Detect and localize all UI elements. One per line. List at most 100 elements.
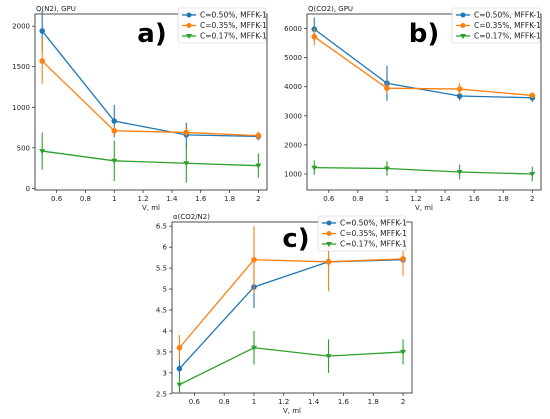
plot-frame bbox=[306, 13, 542, 191]
y-tick-label: 5 bbox=[163, 286, 167, 294]
y-tick-label: 1000 bbox=[284, 171, 302, 179]
x-tick-label: 1.8 bbox=[224, 195, 235, 203]
x-tick-label: 1.6 bbox=[338, 398, 350, 406]
data-point bbox=[39, 58, 46, 64]
x-tick-label: 1.2 bbox=[138, 195, 149, 203]
legend-marker bbox=[186, 23, 192, 28]
legend-marker bbox=[186, 12, 192, 18]
x-tick-label: 0.8 bbox=[80, 195, 91, 203]
legend-label: C=0.17%, MFFK-1 bbox=[474, 32, 541, 41]
x-tick-label: 2 bbox=[401, 398, 405, 406]
series-3 bbox=[176, 330, 407, 393]
legend-label: C=0.17%, MFFK-1 bbox=[340, 240, 407, 249]
legend-label: C=0.35%, MFFK-1 bbox=[200, 21, 267, 30]
data-point bbox=[529, 172, 536, 177]
series-2 bbox=[39, 38, 262, 140]
y-tick-label: 5.5 bbox=[156, 265, 167, 273]
y-axis-label: Q(CO2), GPU bbox=[308, 5, 353, 13]
series-line bbox=[314, 166, 533, 175]
x-tick-label: 2 bbox=[256, 195, 260, 203]
x-tick-label: 0.6 bbox=[189, 398, 201, 406]
legend-label: C=0.35%, MFFK-1 bbox=[474, 21, 541, 30]
data-point bbox=[311, 165, 318, 171]
x-tick-label: 1 bbox=[252, 398, 256, 406]
data-point bbox=[39, 28, 46, 34]
panel-title: a) bbox=[137, 19, 166, 49]
data-point bbox=[456, 169, 463, 175]
data-point bbox=[400, 349, 407, 355]
chart-panel-1: 0.6 0.8 1 1.2 1.4 1.6 1.8 2 0 500 1000 1500 2000 Q(N2… bbox=[12, 5, 268, 212]
y-tick-label: 1500 bbox=[12, 63, 30, 71]
legend-label: C=0.50%, MFFK-1 bbox=[200, 11, 267, 20]
series-line bbox=[313, 36, 533, 97]
data-point bbox=[311, 33, 318, 40]
y-tick-label: 3.5 bbox=[156, 348, 167, 356]
data-point bbox=[250, 345, 257, 351]
y-tick-label: 6.5 bbox=[156, 223, 167, 231]
legend: C=0.50%, MFFK-1C=0.35%, MFFK-1 C=0.17%, M… bbox=[451, 7, 541, 44]
panel-title: c) bbox=[282, 224, 309, 254]
x-axis-label: V, ml bbox=[142, 204, 160, 212]
x-tick-label: 1.6 bbox=[195, 195, 207, 203]
legend-label: C=0.17%, MFFK-1 bbox=[200, 32, 267, 41]
y-tick-label: 1000 bbox=[12, 104, 30, 112]
legend-marker bbox=[186, 34, 192, 39]
plot-frame bbox=[171, 221, 413, 394]
y-tick-label: 4.5 bbox=[156, 307, 167, 315]
legend-label: C=0.50%, MFFK-1 bbox=[474, 11, 541, 20]
data-point bbox=[39, 149, 46, 155]
x-axis-label: V, ml bbox=[415, 204, 433, 212]
y-tick-label: 2.5 bbox=[156, 390, 167, 398]
data-point bbox=[383, 166, 390, 172]
series-2 bbox=[311, 27, 536, 99]
legend: C=0.50%, MFFK-1C=0.35%, MFFK-1 C=0.17%, M… bbox=[177, 7, 267, 44]
data-point bbox=[325, 259, 332, 265]
x-tick-label: 0.6 bbox=[323, 195, 335, 203]
data-point bbox=[183, 161, 190, 167]
legend-marker bbox=[460, 12, 466, 18]
legend-marker bbox=[326, 220, 332, 226]
data-point bbox=[176, 365, 183, 372]
y-tick-label: 3000 bbox=[284, 112, 302, 120]
data-point bbox=[176, 382, 183, 388]
series-3 bbox=[39, 132, 262, 183]
legend-marker bbox=[326, 231, 332, 236]
panel-title: b) bbox=[409, 19, 440, 49]
y-tick-label: 2000 bbox=[12, 23, 30, 31]
chart-panel-3: 0.6 0.8 1 1.2 1.4 1.6 1.8 2 2.5 3 3.5 4 4.5 5 5.5 6 6.5 α… bbox=[156, 213, 413, 415]
data-point bbox=[111, 127, 118, 134]
series-line bbox=[313, 28, 533, 99]
x-axis-label: V, ml bbox=[283, 407, 301, 415]
y-tick-label: 4 bbox=[163, 327, 168, 335]
y-tick-label: 0 bbox=[26, 185, 30, 193]
legend-label: C=0.35%, MFFK-1 bbox=[340, 229, 407, 238]
x-tick-label: 1 bbox=[385, 195, 389, 203]
data-point bbox=[176, 344, 183, 351]
x-tick-label: 1 bbox=[112, 195, 116, 203]
x-tick-label: 1.2 bbox=[410, 195, 421, 203]
data-point bbox=[255, 132, 262, 139]
x-tick-label: 1.4 bbox=[308, 398, 320, 406]
x-tick-label: 0.6 bbox=[51, 195, 63, 203]
legend-marker bbox=[460, 23, 466, 28]
x-tick-label: 1.8 bbox=[368, 398, 379, 406]
legend-label: C=0.50%, MFFK-1 bbox=[340, 219, 407, 228]
legend-marker bbox=[326, 242, 332, 247]
x-tick-label: 2 bbox=[530, 195, 534, 203]
y-tick-label: 6 bbox=[163, 244, 168, 252]
x-tick-label: 1.8 bbox=[498, 195, 509, 203]
x-tick-label: 0.8 bbox=[352, 195, 363, 203]
series-3 bbox=[311, 160, 536, 182]
legend-box bbox=[451, 7, 541, 44]
x-tick-label: 1.4 bbox=[166, 195, 178, 203]
legend-box bbox=[177, 7, 267, 44]
x-tick-label: 1.4 bbox=[440, 195, 452, 203]
series-1 bbox=[176, 255, 406, 378]
data-point bbox=[400, 256, 406, 262]
legend-box bbox=[317, 215, 407, 252]
data-point bbox=[456, 93, 463, 99]
data-point bbox=[384, 85, 390, 91]
series-line bbox=[178, 258, 404, 349]
series-line bbox=[179, 347, 404, 386]
